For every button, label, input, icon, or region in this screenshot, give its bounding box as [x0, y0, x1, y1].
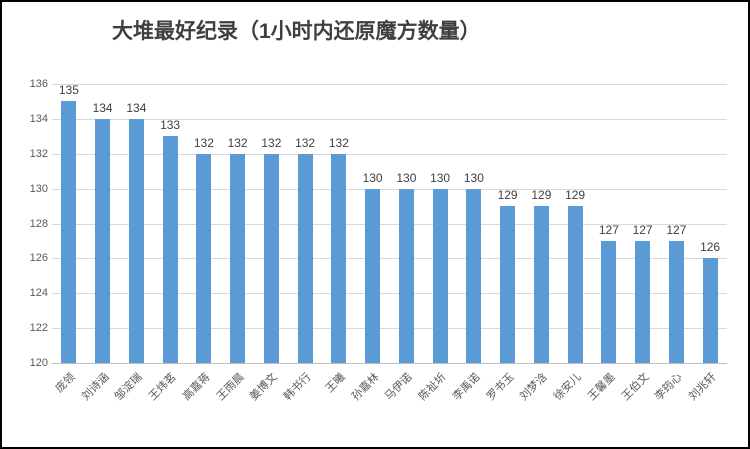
- bar: [365, 188, 381, 363]
- bar-value-label: 134: [126, 100, 147, 115]
- x-tick-label: 王馨墨: [585, 371, 618, 403]
- bar-value-label: 132: [227, 135, 248, 150]
- x-tick-label: 王雨晨: [214, 371, 247, 403]
- bar-value-label: 129: [497, 188, 518, 203]
- bar: [331, 153, 347, 364]
- bar: [263, 153, 279, 364]
- bar: [95, 118, 111, 363]
- bar-value-label: 133: [160, 118, 181, 133]
- bar-value-label: 135: [58, 83, 79, 98]
- x-tick-label: 刘梦浛: [518, 371, 550, 403]
- y-tick-label: 122: [29, 322, 48, 335]
- x-tick-label: 李筠心: [653, 371, 685, 403]
- bar: [702, 258, 718, 363]
- bar-value-label: 126: [700, 240, 721, 255]
- bar: [567, 206, 583, 363]
- y-tick-label: 134: [29, 112, 48, 125]
- bar-value-label: 127: [666, 222, 687, 237]
- bar-value-label: 132: [328, 135, 349, 150]
- x-tick-label: 邹淀瑞: [113, 371, 145, 403]
- y-tick-label: 130: [29, 182, 48, 195]
- bar-value-label: 127: [632, 222, 653, 237]
- y-tick-label: 128: [29, 217, 48, 230]
- y-tick-label: 132: [29, 147, 48, 160]
- x-tick-label: 王曦: [323, 371, 348, 396]
- x-tick-label: 孙嘉林: [349, 371, 382, 403]
- x-tick-label: 李禹诺: [450, 371, 483, 403]
- bar-value-label: 134: [92, 100, 113, 115]
- x-tick-label: 刘诗涵: [79, 371, 112, 403]
- x-tick-label: 高嘉蒋: [180, 371, 213, 403]
- x-tick-label: 王伯文: [619, 371, 652, 403]
- bar: [533, 206, 549, 363]
- x-tick-label: 刘兆轩: [686, 371, 719, 403]
- bar: [500, 206, 516, 363]
- bar: [635, 240, 651, 363]
- gridline: [52, 328, 727, 330]
- gridline: [52, 188, 727, 190]
- gridline: [52, 153, 727, 155]
- bar-value-label: 130: [362, 170, 383, 185]
- x-tick-label: 姜博文: [248, 371, 280, 403]
- bar: [297, 153, 313, 364]
- x-tick-label: 徐安儿: [551, 371, 584, 403]
- gridline: [52, 223, 727, 225]
- bar: [398, 188, 414, 363]
- gridline: [52, 118, 727, 120]
- bar: [128, 118, 144, 363]
- x-tick-label: 马伊诺: [383, 371, 415, 403]
- bar-value-label: 127: [598, 222, 619, 237]
- bar: [601, 240, 617, 363]
- bar-value-label: 130: [396, 170, 417, 185]
- bar-value-label: 132: [295, 135, 316, 150]
- x-tick-label: 庞领: [53, 371, 78, 396]
- x-tick-label: 罗书玉: [484, 371, 517, 403]
- bar: [196, 153, 212, 364]
- x-tick-label: 韩书行: [281, 371, 314, 403]
- x-axis-line: [52, 363, 727, 364]
- bar: [162, 136, 178, 363]
- bar: [432, 188, 448, 363]
- x-tick-label: 王炜茗: [146, 371, 179, 403]
- bar-value-label: 130: [430, 170, 451, 185]
- bar: [61, 101, 77, 363]
- y-tick-label: 136: [29, 78, 48, 90]
- bar: [466, 188, 482, 363]
- gridline: [52, 84, 727, 85]
- bar: [668, 240, 684, 363]
- bar-value-label: 132: [193, 135, 214, 150]
- bar: [230, 153, 246, 364]
- y-tick-label: 126: [29, 252, 48, 265]
- gridline: [52, 258, 727, 260]
- x-tick-label: 陈祉圻: [416, 371, 449, 403]
- chart-title: 大堆最好纪录（1小时内还原魔方数量）: [112, 20, 481, 43]
- gridline: [52, 293, 727, 295]
- y-tick-label: 120: [29, 357, 48, 369]
- bar-value-label: 129: [531, 188, 552, 203]
- bar-value-label: 130: [463, 170, 484, 185]
- y-tick-label: 124: [29, 287, 48, 300]
- bar-value-label: 129: [565, 188, 586, 203]
- bar-value-label: 132: [261, 135, 282, 150]
